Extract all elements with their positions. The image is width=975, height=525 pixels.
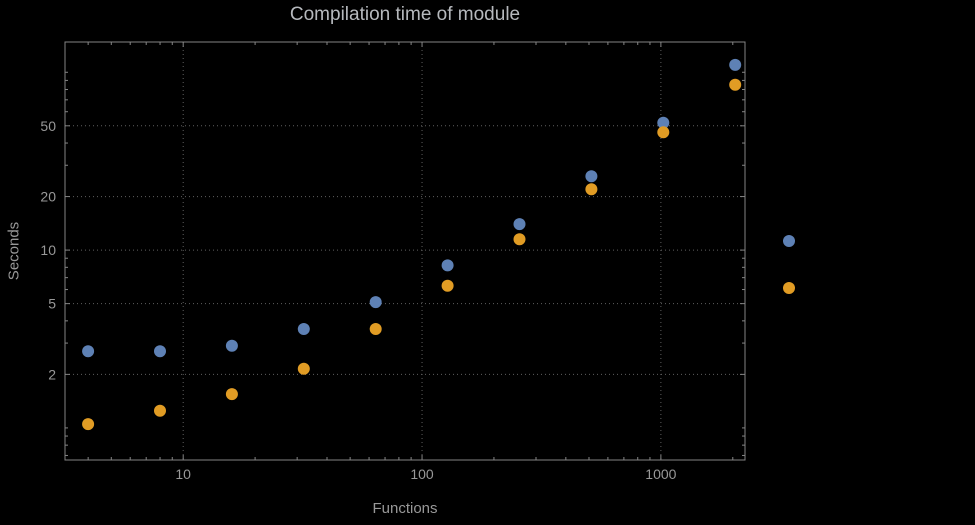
data-point-orange bbox=[657, 126, 670, 139]
y-tick-label: 5 bbox=[48, 296, 56, 312]
data-point-orange bbox=[82, 418, 95, 431]
data-point-blue bbox=[585, 170, 598, 183]
data-point-blue bbox=[729, 58, 742, 71]
y-tick-label: 20 bbox=[40, 189, 56, 205]
data-point-orange bbox=[225, 388, 238, 401]
data-point-orange bbox=[369, 323, 382, 335]
x-tick-label: 10 bbox=[175, 466, 191, 482]
chart-title: Compilation time of module bbox=[289, 4, 521, 25]
data-point-blue bbox=[82, 345, 95, 358]
legend-marker-orange bbox=[783, 282, 795, 294]
x-axis-label: Functions bbox=[372, 500, 438, 517]
data-point-blue bbox=[513, 218, 526, 231]
y-tick-label: 10 bbox=[40, 242, 56, 258]
data-point-blue bbox=[441, 259, 454, 272]
data-point-orange bbox=[729, 78, 742, 91]
data-point-blue bbox=[369, 296, 382, 309]
legend-marker-blue bbox=[783, 235, 795, 247]
plot-frame bbox=[64, 41, 746, 461]
x-tick-label: 1000 bbox=[645, 466, 676, 482]
data-point-orange bbox=[441, 279, 454, 292]
y-axis-label: Seconds bbox=[5, 221, 23, 281]
data-point-orange bbox=[154, 404, 166, 417]
data-point-blue bbox=[297, 323, 310, 335]
data-point-blue bbox=[225, 339, 238, 352]
data-point-blue bbox=[657, 116, 670, 129]
y-tick-label: 2 bbox=[48, 366, 56, 382]
x-tick-label: 100 bbox=[410, 466, 434, 482]
data-point-orange bbox=[297, 362, 310, 375]
data-point-blue bbox=[154, 345, 166, 358]
data-point-orange bbox=[513, 233, 526, 246]
data-point-orange bbox=[585, 183, 598, 196]
y-tick-label: 50 bbox=[40, 118, 56, 134]
